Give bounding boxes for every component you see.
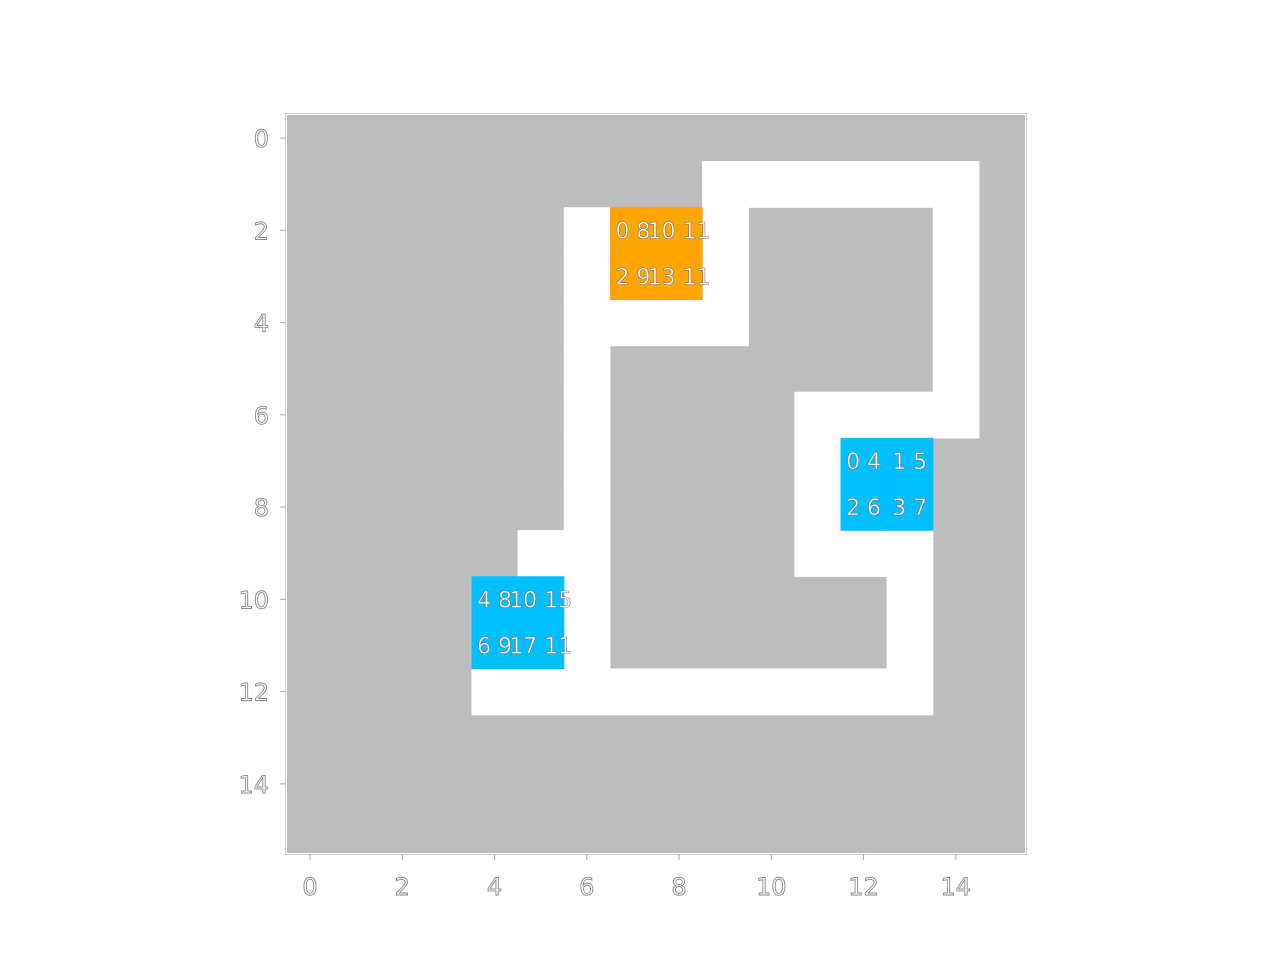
y-tick-label: 10 <box>238 586 269 614</box>
path-cell <box>932 299 980 347</box>
path-cell <box>609 668 657 716</box>
path-cell <box>563 576 611 623</box>
path-cell <box>932 345 980 393</box>
y-tick-label: 12 <box>238 679 269 707</box>
piece-cell[interactable] <box>471 576 519 623</box>
piece-cell[interactable] <box>609 207 657 254</box>
path-cell <box>517 530 565 577</box>
piece-cell[interactable] <box>517 576 565 623</box>
x-tick-label: 4 <box>487 873 502 901</box>
path-cell <box>702 299 749 347</box>
piece-cell-label: 4 8 <box>477 588 512 613</box>
path-cell <box>794 484 842 531</box>
piece-cell[interactable] <box>517 622 565 670</box>
x-tick-label: 12 <box>848 873 879 901</box>
path-cell <box>517 668 565 716</box>
y-tick-label: 2 <box>254 217 269 245</box>
path-cell <box>886 161 934 208</box>
path-cell <box>932 207 980 254</box>
path-cell <box>702 668 749 716</box>
piece-cell-label: 2 9 <box>615 265 650 290</box>
path-cell <box>563 622 611 670</box>
path-cell <box>840 530 888 577</box>
path-cell <box>609 299 657 347</box>
path-cell <box>563 391 611 439</box>
path-cell <box>794 530 842 577</box>
x-tick-label: 10 <box>756 873 787 901</box>
path-cell <box>748 161 795 208</box>
path-cell <box>563 253 611 301</box>
piece-cell[interactable] <box>609 253 657 301</box>
x-tick-label: 6 <box>579 873 594 901</box>
piece-cell[interactable] <box>840 484 888 531</box>
piece-cell[interactable] <box>656 207 703 254</box>
piece-cell-label: 1 5 <box>892 450 927 475</box>
path-cell <box>794 668 842 716</box>
path-cell <box>656 299 703 347</box>
y-tick-label: 6 <box>254 402 269 430</box>
x-tick-label: 2 <box>395 873 410 901</box>
y-tick-label: 4 <box>254 310 269 338</box>
path-cell <box>794 391 842 439</box>
piece-cell-label: 0 4 <box>846 450 881 475</box>
piece-cell-label: 0 8 <box>615 219 650 244</box>
piece-cell-label: 2 6 <box>846 496 881 521</box>
piece-cell-label: 10 15 <box>509 588 572 613</box>
path-cell <box>702 253 749 301</box>
board-frame <box>285 113 1027 855</box>
path-cell <box>748 668 795 716</box>
piece-cell[interactable] <box>471 622 519 670</box>
path-cell <box>471 668 519 716</box>
path-cell <box>886 668 934 716</box>
orange-piece[interactable]: 0 810 11 2 913 11 <box>609 207 711 301</box>
piece-cell-label: 3 7 <box>892 496 927 521</box>
piece-cell[interactable] <box>656 253 703 301</box>
piece-cell-label: 17 11 <box>509 634 572 659</box>
path-cell <box>794 161 842 208</box>
path-cell <box>656 668 703 716</box>
blue-piece-left[interactable]: 4 810 15 6 917 11 <box>471 576 573 670</box>
path-cell <box>840 668 888 716</box>
path-layer <box>471 161 980 716</box>
path-cell <box>932 391 980 439</box>
path-cell <box>886 391 934 439</box>
path-cell <box>702 207 749 254</box>
axes: 0 2 4 6 8 10 12 14 0 2 4 6 8 10 12 14 <box>238 125 972 902</box>
path-cell <box>932 253 980 301</box>
path-cell <box>563 207 611 254</box>
piece-layer: 0 810 11 2 913 11 0 4 1 5 2 6 3 7 4 810 15 6 91… <box>471 207 934 670</box>
path-cell <box>563 437 611 485</box>
x-tick-label: 8 <box>671 873 686 901</box>
path-cell <box>886 576 934 623</box>
path-cell <box>794 437 842 485</box>
piece-cell[interactable] <box>886 484 934 531</box>
path-cell <box>563 668 611 716</box>
blue-piece-right[interactable]: 0 4 1 5 2 6 3 7 <box>840 437 934 531</box>
piece-cell-label: 13 11 <box>648 265 711 290</box>
y-tick-label: 8 <box>254 494 269 522</box>
y-tick-label: 14 <box>238 771 269 799</box>
path-cell <box>932 161 980 208</box>
path-cell <box>563 484 611 531</box>
y-tick-label: 0 <box>254 125 269 153</box>
path-cell <box>563 345 611 393</box>
piece-cell[interactable] <box>840 437 888 485</box>
path-cell <box>702 161 749 208</box>
path-cell <box>840 161 888 208</box>
path-cell <box>886 622 934 670</box>
piece-cell-label: 10 11 <box>648 219 711 244</box>
x-tick-label: 0 <box>302 873 317 901</box>
x-tick-label: 14 <box>941 873 972 901</box>
path-cell <box>840 391 888 439</box>
path-cell <box>886 530 934 577</box>
piece-cell-label: 6 9 <box>477 634 512 659</box>
piece-cell[interactable] <box>886 437 934 485</box>
path-cell <box>563 530 611 577</box>
path-cell <box>563 299 611 347</box>
